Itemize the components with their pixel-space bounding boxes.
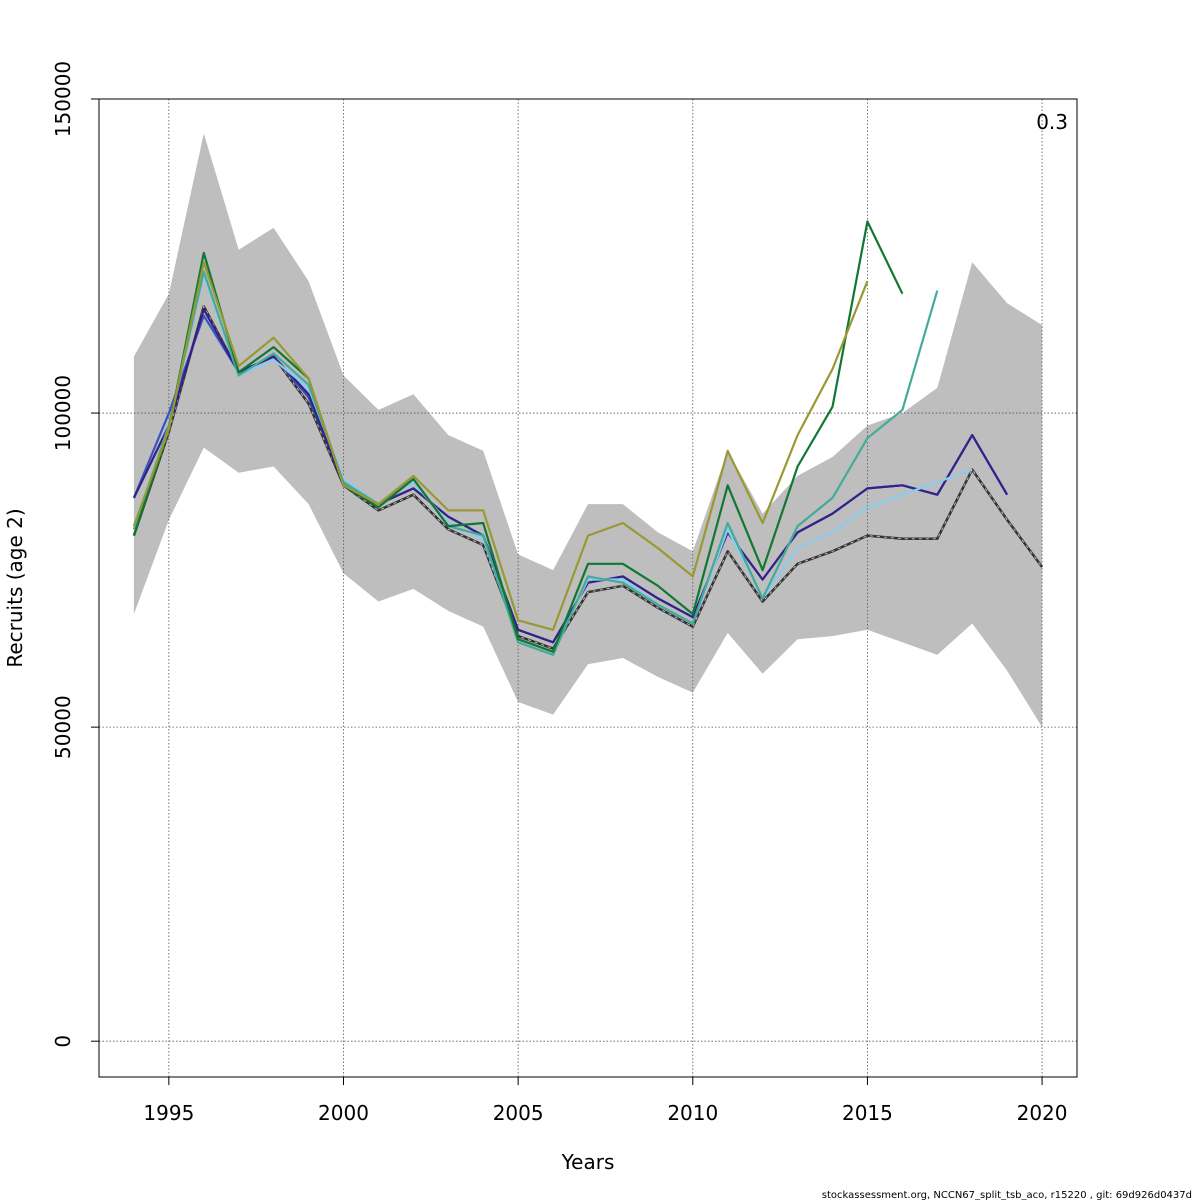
x-axis-title: Years — [561, 1150, 615, 1174]
plot-frame — [98, 98, 1078, 1078]
x-tick-label: 2000 — [318, 1101, 369, 1125]
x-axis: 1995 2000 2005 2010 2015 2020 — [143, 1077, 1068, 1125]
series-line-2 — [132, 308, 1009, 644]
confidence-band — [133, 133, 1043, 728]
series-line-6 — [132, 261, 869, 631]
series-lines — [132, 220, 1044, 656]
x-tick-label: 2015 — [842, 1101, 893, 1125]
y-tick-label: 50000 — [51, 695, 75, 759]
x-tick-label: 1995 — [143, 1101, 194, 1125]
x-tick-label: 2020 — [1017, 1101, 1068, 1125]
y-tick-label: 0 — [51, 1035, 75, 1048]
y-axis: 0 50000 100000 150000 — [51, 61, 99, 1048]
x-tick-label: 2010 — [667, 1101, 718, 1125]
y-tick-label: 100000 — [51, 375, 75, 451]
y-axis-title: Recruits (age 2) — [3, 508, 27, 667]
corner-label: 0.3 — [1036, 110, 1068, 134]
footer-credit: stockassessment.org, NCCN67_split_tsb_ac… — [822, 1190, 1192, 1200]
series-line-4 — [132, 270, 939, 656]
confidence-band-area — [133, 133, 1043, 728]
series-line-0-dash — [133, 304, 1043, 650]
series-line-5 — [132, 220, 904, 653]
x-tick-label: 2005 — [493, 1101, 544, 1125]
y-tick-label: 150000 — [51, 61, 75, 137]
